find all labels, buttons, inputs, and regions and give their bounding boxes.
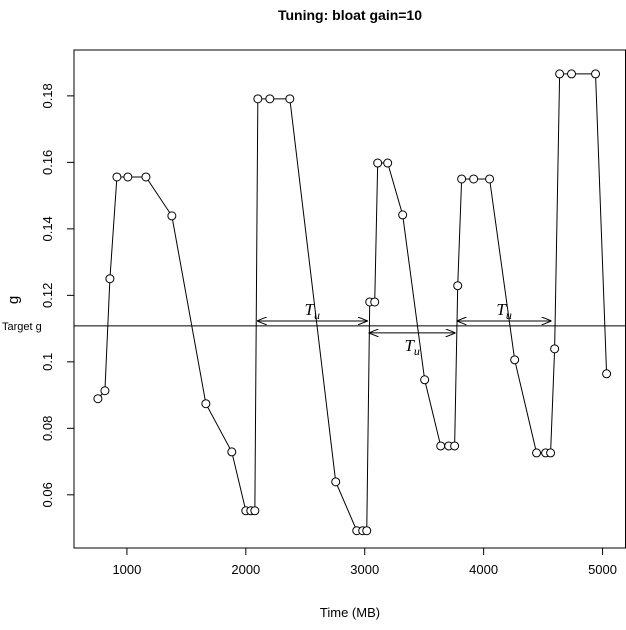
y-tick-label: 0.12 [40, 283, 55, 308]
data-point [331, 477, 341, 487]
data-point [457, 174, 467, 184]
data-point [420, 375, 430, 385]
data-point [201, 399, 211, 409]
x-axis-label: Time (MB) [320, 605, 380, 620]
period-label: Tu [305, 300, 320, 322]
data-point [93, 394, 103, 404]
y-tick-label: 0.1 [40, 353, 55, 371]
data-point [123, 172, 133, 182]
period-label-main: T [404, 336, 415, 355]
target-label: Target g [2, 321, 42, 333]
data-point [453, 281, 463, 291]
period-label: Tu [404, 336, 419, 358]
data-point [370, 297, 380, 307]
plot-frame [73, 49, 626, 549]
chart-title: Tuning: bloat gain=10 [278, 7, 422, 23]
period-label: Tu [496, 300, 511, 322]
data-point [112, 172, 122, 182]
data-point [265, 94, 275, 104]
data-point [555, 69, 565, 79]
data-point [546, 448, 556, 458]
data-point [373, 158, 383, 168]
y-tick-label: 0.06 [40, 482, 55, 507]
data-point [510, 355, 520, 365]
data-point [227, 447, 237, 457]
period-label-sub: u [314, 308, 320, 322]
data-point [469, 174, 479, 184]
x-tick-label: 2000 [231, 562, 260, 577]
data-point [250, 506, 260, 516]
data-point [591, 69, 601, 79]
data-point [383, 158, 393, 168]
data-point [602, 369, 612, 379]
data-point [532, 448, 542, 458]
y-tick-label: 0.18 [40, 83, 55, 108]
data-point [105, 274, 115, 284]
data-point [100, 386, 110, 396]
y-tick-label: 0.16 [40, 150, 55, 175]
data-point [141, 172, 151, 182]
x-tick-label: 4000 [469, 562, 498, 577]
series-line [97, 73, 608, 532]
data-point [362, 526, 372, 536]
y-tick-label: 0.14 [40, 216, 55, 241]
y-tick-label: 0.08 [40, 416, 55, 441]
x-tick-label: 5000 [588, 562, 617, 577]
period-label-main: T [305, 300, 316, 319]
data-point [253, 94, 263, 104]
data-point [550, 344, 560, 354]
period-label-main: T [496, 300, 507, 319]
data-point [398, 210, 408, 220]
data-point [285, 94, 295, 104]
period-label-sub: u [414, 344, 420, 358]
data-point [450, 441, 460, 451]
data-point [436, 441, 446, 451]
data-point [167, 211, 177, 221]
data-point [485, 174, 495, 184]
x-tick-label: 3000 [350, 562, 379, 577]
data-point [567, 69, 577, 79]
x-tick-label: 1000 [112, 562, 141, 577]
y-axis-label: g [5, 296, 22, 304]
